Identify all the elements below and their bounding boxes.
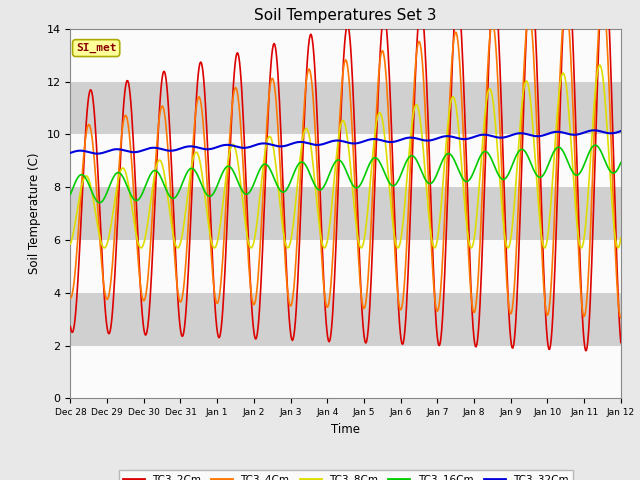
TC3_8Cm [429, 243, 437, 249]
TC3_2Cm [429, 242, 436, 248]
TC3_16Cm [134, 197, 141, 203]
Line: TC3_32Cm: TC3_32Cm [70, 131, 621, 154]
TC3_2Cm [67, 324, 74, 329]
TC3_8Cm [413, 102, 421, 108]
TC3_32Cm [590, 128, 598, 133]
TC3_2Cm [77, 231, 84, 237]
TC3_2Cm [617, 340, 625, 346]
TC3_32Cm [77, 148, 84, 154]
Legend: TC3_2Cm, TC3_4Cm, TC3_8Cm, TC3_16Cm, TC3_32Cm: TC3_2Cm, TC3_4Cm, TC3_8Cm, TC3_16Cm, TC3… [118, 470, 573, 480]
Bar [70, 82, 621, 134]
TC3_4Cm [218, 267, 226, 273]
Line: TC3_2Cm: TC3_2Cm [70, 0, 621, 350]
TC3_32Cm [219, 143, 227, 148]
Text: SI_met: SI_met [76, 43, 116, 53]
TC3_2Cm [413, 51, 420, 57]
TC3_4Cm [133, 241, 141, 247]
TC3_32Cm [429, 137, 437, 143]
TC3_16Cm [95, 200, 103, 205]
TC3_16Cm [190, 167, 198, 172]
TC3_16Cm [617, 160, 625, 166]
TC3_8Cm [596, 62, 604, 68]
TC3_2Cm [133, 216, 141, 221]
TC3_16Cm [429, 179, 437, 184]
TC3_32Cm [134, 149, 141, 155]
TC3_32Cm [617, 128, 625, 134]
TC3_16Cm [77, 172, 84, 178]
TC3_16Cm [67, 192, 74, 197]
Title: Soil Temperatures Set 3: Soil Temperatures Set 3 [254, 9, 437, 24]
Bar [70, 29, 621, 82]
TC3_32Cm [93, 151, 101, 156]
TC3_2Cm [218, 317, 226, 323]
Line: TC3_16Cm: TC3_16Cm [70, 145, 621, 203]
Line: TC3_4Cm: TC3_4Cm [70, 0, 621, 318]
TC3_2Cm [189, 165, 196, 171]
TC3_4Cm [617, 315, 625, 321]
TC3_16Cm [592, 142, 600, 148]
TC3_4Cm [67, 295, 74, 301]
TC3_2Cm [582, 348, 589, 353]
TC3_8Cm [133, 236, 141, 241]
Line: TC3_8Cm: TC3_8Cm [70, 65, 621, 248]
TC3_8Cm [617, 235, 625, 240]
Bar [70, 134, 621, 187]
TC3_8Cm [67, 241, 74, 247]
TC3_32Cm [413, 136, 421, 142]
TC3_16Cm [219, 169, 227, 175]
TC3_8Cm [284, 245, 292, 251]
TC3_16Cm [413, 158, 421, 164]
TC3_8Cm [77, 190, 84, 195]
TC3_32Cm [190, 144, 198, 149]
TC3_4Cm [189, 144, 196, 150]
X-axis label: Time: Time [331, 423, 360, 436]
TC3_32Cm [67, 150, 74, 156]
Bar [70, 240, 621, 293]
TC3_4Cm [77, 198, 84, 204]
TC3_4Cm [429, 264, 436, 270]
Bar [70, 293, 621, 346]
TC3_8Cm [189, 157, 196, 163]
Bar [70, 346, 621, 398]
TC3_8Cm [218, 208, 226, 214]
Bar [70, 187, 621, 240]
Y-axis label: Soil Temperature (C): Soil Temperature (C) [28, 153, 41, 275]
TC3_4Cm [413, 52, 420, 58]
